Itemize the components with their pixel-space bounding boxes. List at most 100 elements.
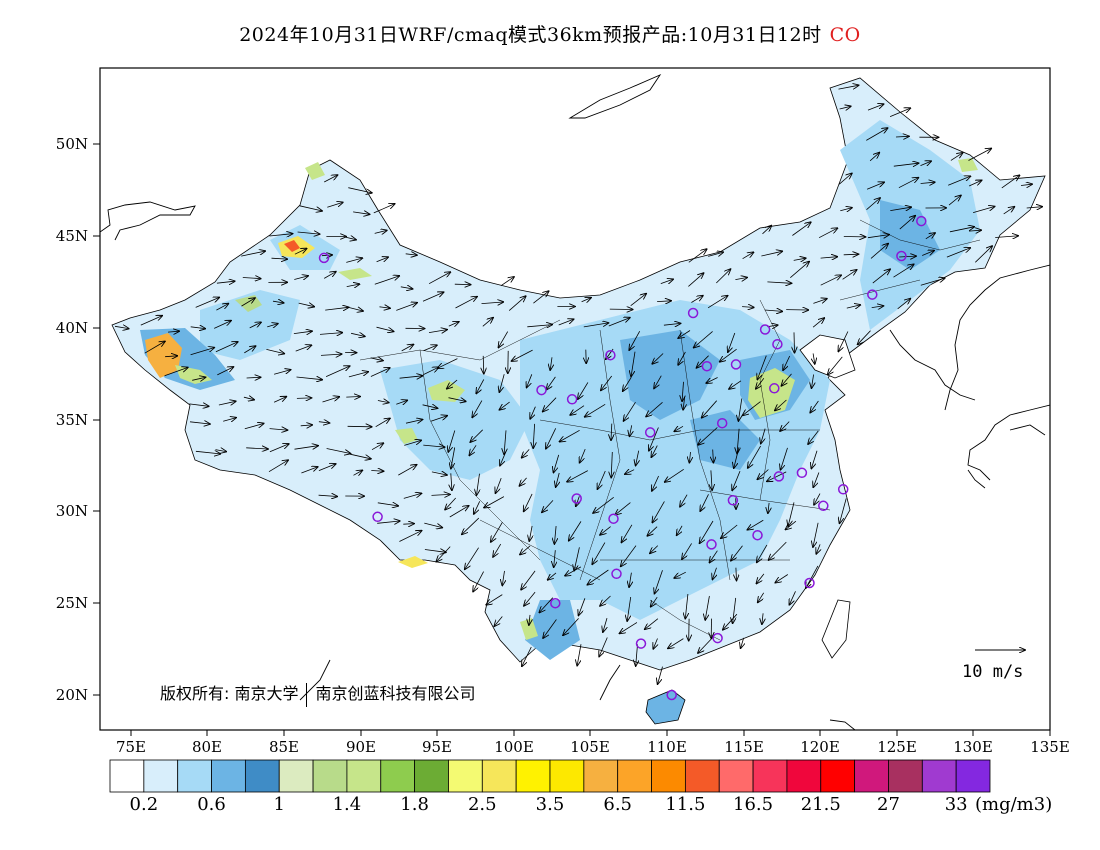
colorbar-label: 11.5 xyxy=(665,794,706,815)
wind-arrow xyxy=(267,324,278,327)
colorbar-label: 21.5 xyxy=(800,794,841,815)
wind-arrow xyxy=(649,427,659,451)
wind-arrow xyxy=(165,356,177,357)
wind-arrow xyxy=(565,566,582,576)
wind-arrow xyxy=(1003,207,1015,215)
wind-arrow xyxy=(164,368,188,377)
wind-arrow xyxy=(806,565,819,588)
wind-arrow xyxy=(543,397,557,412)
wind-arrow xyxy=(318,464,336,471)
lon-label-105e: 105E xyxy=(570,738,610,756)
wind-arrow xyxy=(647,526,658,536)
wind-arrow xyxy=(897,299,911,310)
wind-arrow xyxy=(846,305,860,308)
wind-arrow xyxy=(322,397,340,403)
wind-arrow xyxy=(728,332,736,352)
wind-arrow xyxy=(677,525,683,535)
wind-arrow xyxy=(585,403,606,417)
wind-arrow xyxy=(711,470,712,490)
wind-arrow xyxy=(524,591,536,606)
wind-arrow xyxy=(769,541,787,560)
wind-arrow xyxy=(422,292,444,302)
wind-arrow xyxy=(920,182,935,183)
colorbar-box xyxy=(786,759,822,793)
wind-arrow xyxy=(484,496,505,508)
wind-arrow xyxy=(301,467,317,474)
wind-arrow xyxy=(542,500,554,512)
lon-label-115e: 115E xyxy=(724,738,764,756)
wind-arrow xyxy=(347,426,372,427)
wind-arrow xyxy=(401,345,414,352)
wind-arrow xyxy=(950,153,963,161)
wind-arrow xyxy=(1026,207,1042,208)
wind-arrow xyxy=(660,279,673,283)
wind-arrow xyxy=(547,376,556,390)
wind-arrow xyxy=(533,423,534,448)
wind-arrow xyxy=(379,307,390,308)
wind-arrow xyxy=(318,422,329,423)
wind-arrow xyxy=(428,272,450,285)
wind-arrow xyxy=(651,445,658,458)
wind-arrow xyxy=(808,430,819,444)
wind-arrow xyxy=(502,570,504,585)
lon-label-135e: 135E xyxy=(1030,738,1070,756)
wind-arrow xyxy=(570,405,585,415)
wind-arrow xyxy=(373,204,395,214)
wind-arrow xyxy=(820,257,838,258)
wind-arrow xyxy=(244,424,264,430)
wind-arrow xyxy=(665,468,684,482)
wind-arrow xyxy=(601,375,613,390)
wind-arrow xyxy=(190,348,215,356)
city-station-marker xyxy=(701,360,713,372)
wind-arrow xyxy=(377,401,389,403)
wind-arrow xyxy=(574,547,580,570)
wind-arrow xyxy=(705,595,710,620)
wind-arrow xyxy=(949,227,974,233)
wind-arrow xyxy=(768,502,769,513)
wind-arrow xyxy=(451,447,456,469)
wind-arrow xyxy=(223,418,236,422)
wind-arrow xyxy=(563,618,579,635)
wind-arrow xyxy=(527,374,533,387)
wind-arrow xyxy=(814,493,821,505)
wind-arrow xyxy=(299,205,322,211)
lon-label-110e: 110E xyxy=(647,738,687,756)
wind-arrow xyxy=(783,355,791,370)
copyright-owner-2: 南京创蓝科技有限公司 xyxy=(315,684,476,703)
wind-arrow xyxy=(494,616,503,627)
wind-arrow xyxy=(530,406,536,419)
wind-arrow xyxy=(698,427,718,445)
city-station-marker xyxy=(837,484,849,495)
wind-arrow xyxy=(296,377,323,380)
wind-arrow xyxy=(871,306,884,308)
wind-arrow xyxy=(486,594,503,605)
wind-arrow xyxy=(842,270,857,280)
wind-arrow xyxy=(524,493,533,511)
wind-arrow xyxy=(761,428,766,444)
wind-arrow xyxy=(496,477,502,493)
wind-arrow xyxy=(436,546,451,562)
wind-arrow xyxy=(296,398,311,399)
wind-arrow xyxy=(716,269,730,284)
wind-arrow xyxy=(813,522,819,547)
wind-arrow xyxy=(840,208,852,211)
wind-arrow xyxy=(376,257,388,262)
wind-arrow xyxy=(405,254,417,255)
colorbar-box xyxy=(448,759,483,793)
wind-arrow xyxy=(625,470,635,474)
wind-arrow xyxy=(533,291,548,304)
wind-arrow xyxy=(546,428,557,448)
wind-arrow xyxy=(370,368,390,377)
wind-arrow xyxy=(674,571,686,578)
wind-arrow xyxy=(294,276,308,280)
taiwan-island xyxy=(821,599,851,659)
wind-arrow xyxy=(620,622,638,634)
wind-arrow xyxy=(167,331,179,332)
wind-arrow xyxy=(474,501,481,514)
wind-arrow xyxy=(548,572,557,580)
lat-label-35n: 35N xyxy=(56,411,88,429)
wind-arrow xyxy=(920,161,932,165)
wind-arrow xyxy=(324,175,337,183)
coastlines xyxy=(100,73,1050,730)
city-station-marker xyxy=(712,632,723,644)
